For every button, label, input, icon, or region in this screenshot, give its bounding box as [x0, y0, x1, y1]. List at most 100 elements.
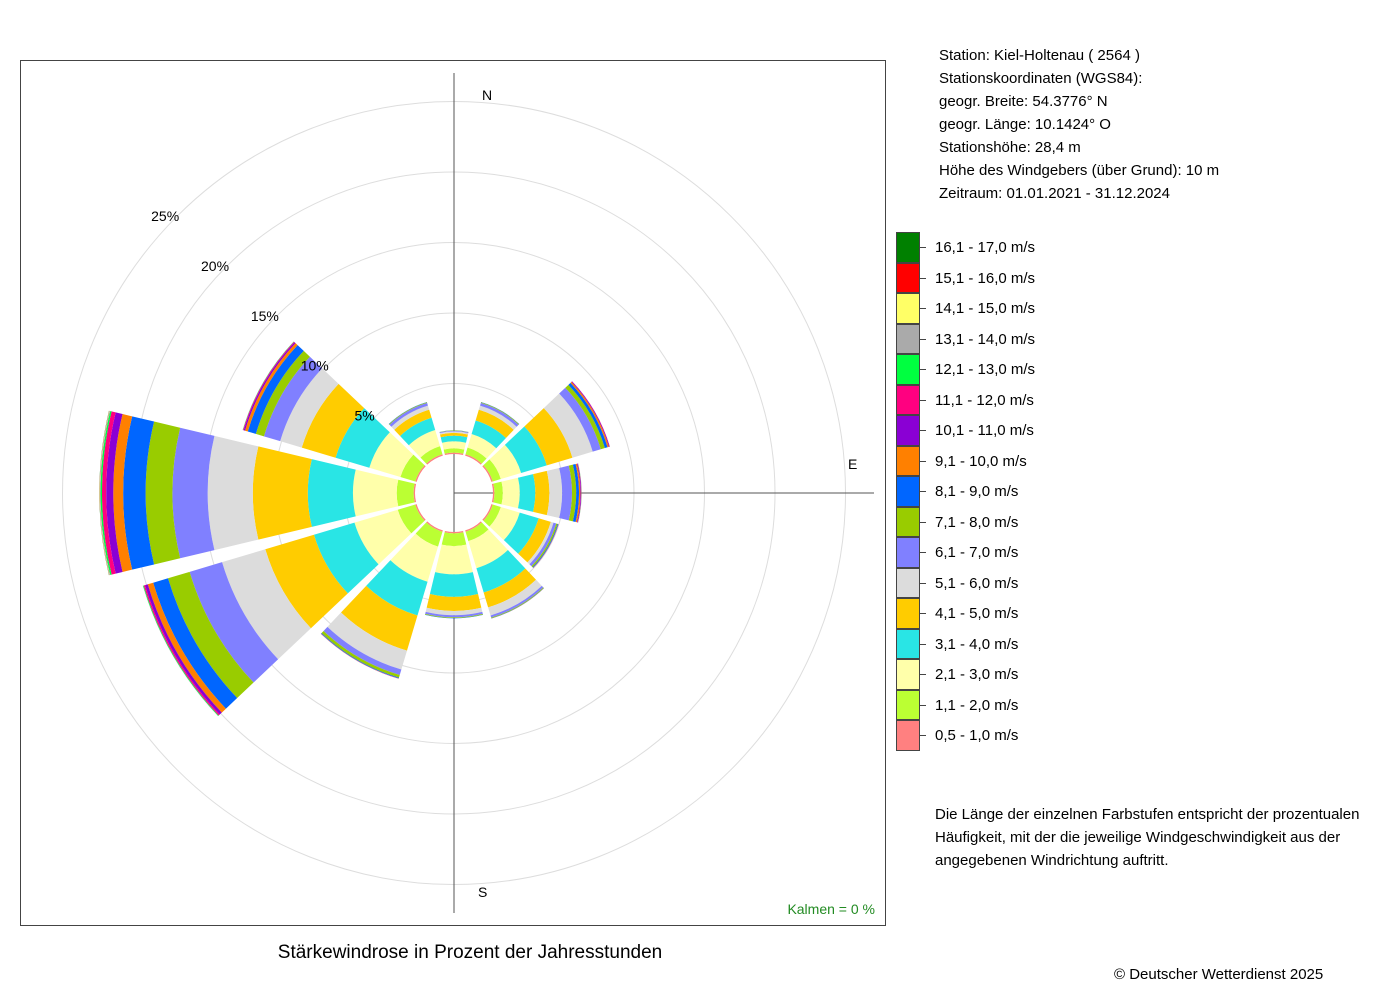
sector-segment: [425, 607, 483, 616]
sector-segment: [568, 382, 608, 449]
sector-segment: [529, 522, 557, 567]
sector-segment: [435, 544, 473, 575]
sector-segment: [490, 585, 544, 618]
legend-item: 15,1 - 16,0 m/s: [896, 262, 1096, 293]
legend-swatch: [896, 293, 920, 324]
sector-segment: [189, 562, 279, 683]
legend-label: 8,1 - 9,0 m/s: [935, 483, 1019, 500]
sector-segment: [99, 410, 110, 576]
sector-segment: [426, 521, 443, 532]
legend-item: 13,1 - 14,0 m/s: [896, 323, 1096, 354]
sector-segment: [301, 383, 365, 458]
sector-segment: [167, 571, 254, 699]
sector-segment: [578, 463, 582, 523]
legend-tick: [920, 491, 926, 492]
sector-segment: [413, 483, 417, 503]
legend-item: 9,1 - 10,0 m/s: [896, 445, 1096, 476]
sector-segment: [465, 522, 489, 542]
sector-segment: [488, 579, 542, 616]
sector-segment: [441, 532, 467, 547]
sector-segment: [389, 402, 428, 427]
sector-segment: [465, 447, 487, 464]
legend-tick: [920, 582, 926, 584]
legend-label: 2,1 - 3,0 m/s: [935, 666, 1019, 683]
sector-segment: [396, 479, 415, 507]
sector-segment: [501, 477, 520, 509]
station-line: geogr. Breite: 54.3776° N: [939, 93, 1108, 110]
sector-segment: [517, 474, 536, 512]
sector-segment: [307, 459, 356, 527]
sector-segment: [172, 427, 215, 559]
sector-segment: [313, 522, 379, 594]
sector-segment: [503, 512, 539, 554]
legend-item: 11,1 - 12,0 m/s: [896, 384, 1096, 415]
legend-swatch: [896, 567, 920, 598]
legend-swatch: [896, 262, 920, 293]
legend-swatch: [896, 476, 920, 507]
sector-segment: [465, 521, 482, 532]
calm-label: Kalmen = 0 %: [787, 901, 875, 917]
sector-segment: [400, 454, 425, 482]
sector-segment: [321, 630, 400, 678]
legend-swatch: [896, 415, 920, 446]
ring-label: 25%: [151, 208, 179, 224]
legend-label: 10,1 - 11,0 m/s: [935, 422, 1034, 439]
sector-segment: [340, 585, 418, 651]
legend-label: 9,1 - 10,0 m/s: [935, 452, 1027, 470]
legend-label: 0,5 - 1,0 m/s: [935, 727, 1019, 744]
sector-segment: [265, 534, 348, 629]
sector-segment: [390, 533, 439, 582]
sector-segment: [113, 414, 133, 572]
legend-item: 5,1 - 6,0 m/s: [896, 567, 1096, 598]
legend-item: 6,1 - 7,0 m/s: [896, 537, 1096, 568]
sector-segment: [475, 409, 514, 439]
sector-segment: [546, 467, 563, 519]
sector-segment: [489, 506, 520, 541]
legend-swatch: [896, 720, 920, 751]
chart-title: Stärkewindrose in Prozent der Jahresstun…: [277, 942, 663, 963]
sector-segment: [465, 454, 482, 465]
legend-item: 14,1 - 15,0 m/s: [896, 293, 1096, 324]
sector-segment: [335, 408, 390, 468]
sector-segment: [478, 405, 517, 430]
sector-segment: [425, 613, 483, 619]
sector-segment: [568, 464, 577, 522]
sector-segment: [531, 523, 558, 568]
legend-item: 0,5 - 1,0 m/s: [896, 720, 1096, 751]
legend-swatch: [896, 384, 920, 415]
sector-segment: [524, 408, 573, 466]
legend-tick: [920, 735, 926, 736]
station-line: Stationskoordinaten (WGS84):: [939, 70, 1143, 87]
sector-segment: [482, 504, 493, 521]
sector-segment: [527, 521, 554, 565]
sector-segment: [559, 387, 601, 452]
dir-label-s: S: [478, 884, 487, 900]
sector-segment: [99, 410, 110, 576]
sector-segment: [559, 465, 572, 521]
legend-label: 15,1 - 16,0 m/s: [935, 269, 1036, 287]
sector-segment: [99, 410, 111, 576]
legend-swatch: [896, 537, 920, 568]
sector-segment: [323, 626, 402, 675]
sector-segment: [483, 568, 537, 608]
legend-tick: [920, 338, 926, 340]
sector-segment: [440, 435, 468, 443]
legend-label: 12,1 - 13,0 m/s: [935, 361, 1036, 378]
sector-segment: [426, 454, 443, 465]
sector-segment: [255, 350, 310, 437]
legend-tick: [920, 247, 926, 248]
legend-tick: [920, 277, 926, 279]
legend-tick: [920, 369, 926, 370]
explanation-note: Die Länge der einzelnen Farbstufen entsp…: [935, 806, 1360, 869]
legend-label: 16,1 - 17,0 m/s: [935, 239, 1036, 256]
sector-segment: [572, 464, 580, 522]
sector-segment: [442, 441, 466, 450]
legend-label: 1,1 - 2,0 m/s: [935, 696, 1019, 714]
legend-swatch: [896, 659, 920, 690]
copyright: © Deutscher Wetterdienst 2025: [1114, 966, 1324, 983]
legend-swatch: [896, 445, 920, 476]
sector-segment: [247, 345, 304, 434]
sector-segment: [482, 465, 493, 482]
wind-rose-plot: 5% 10% 15% 20% 25% N E S Kalmen = 0 %: [20, 60, 886, 926]
legend-label: 7,1 - 8,0 m/s: [935, 513, 1019, 531]
